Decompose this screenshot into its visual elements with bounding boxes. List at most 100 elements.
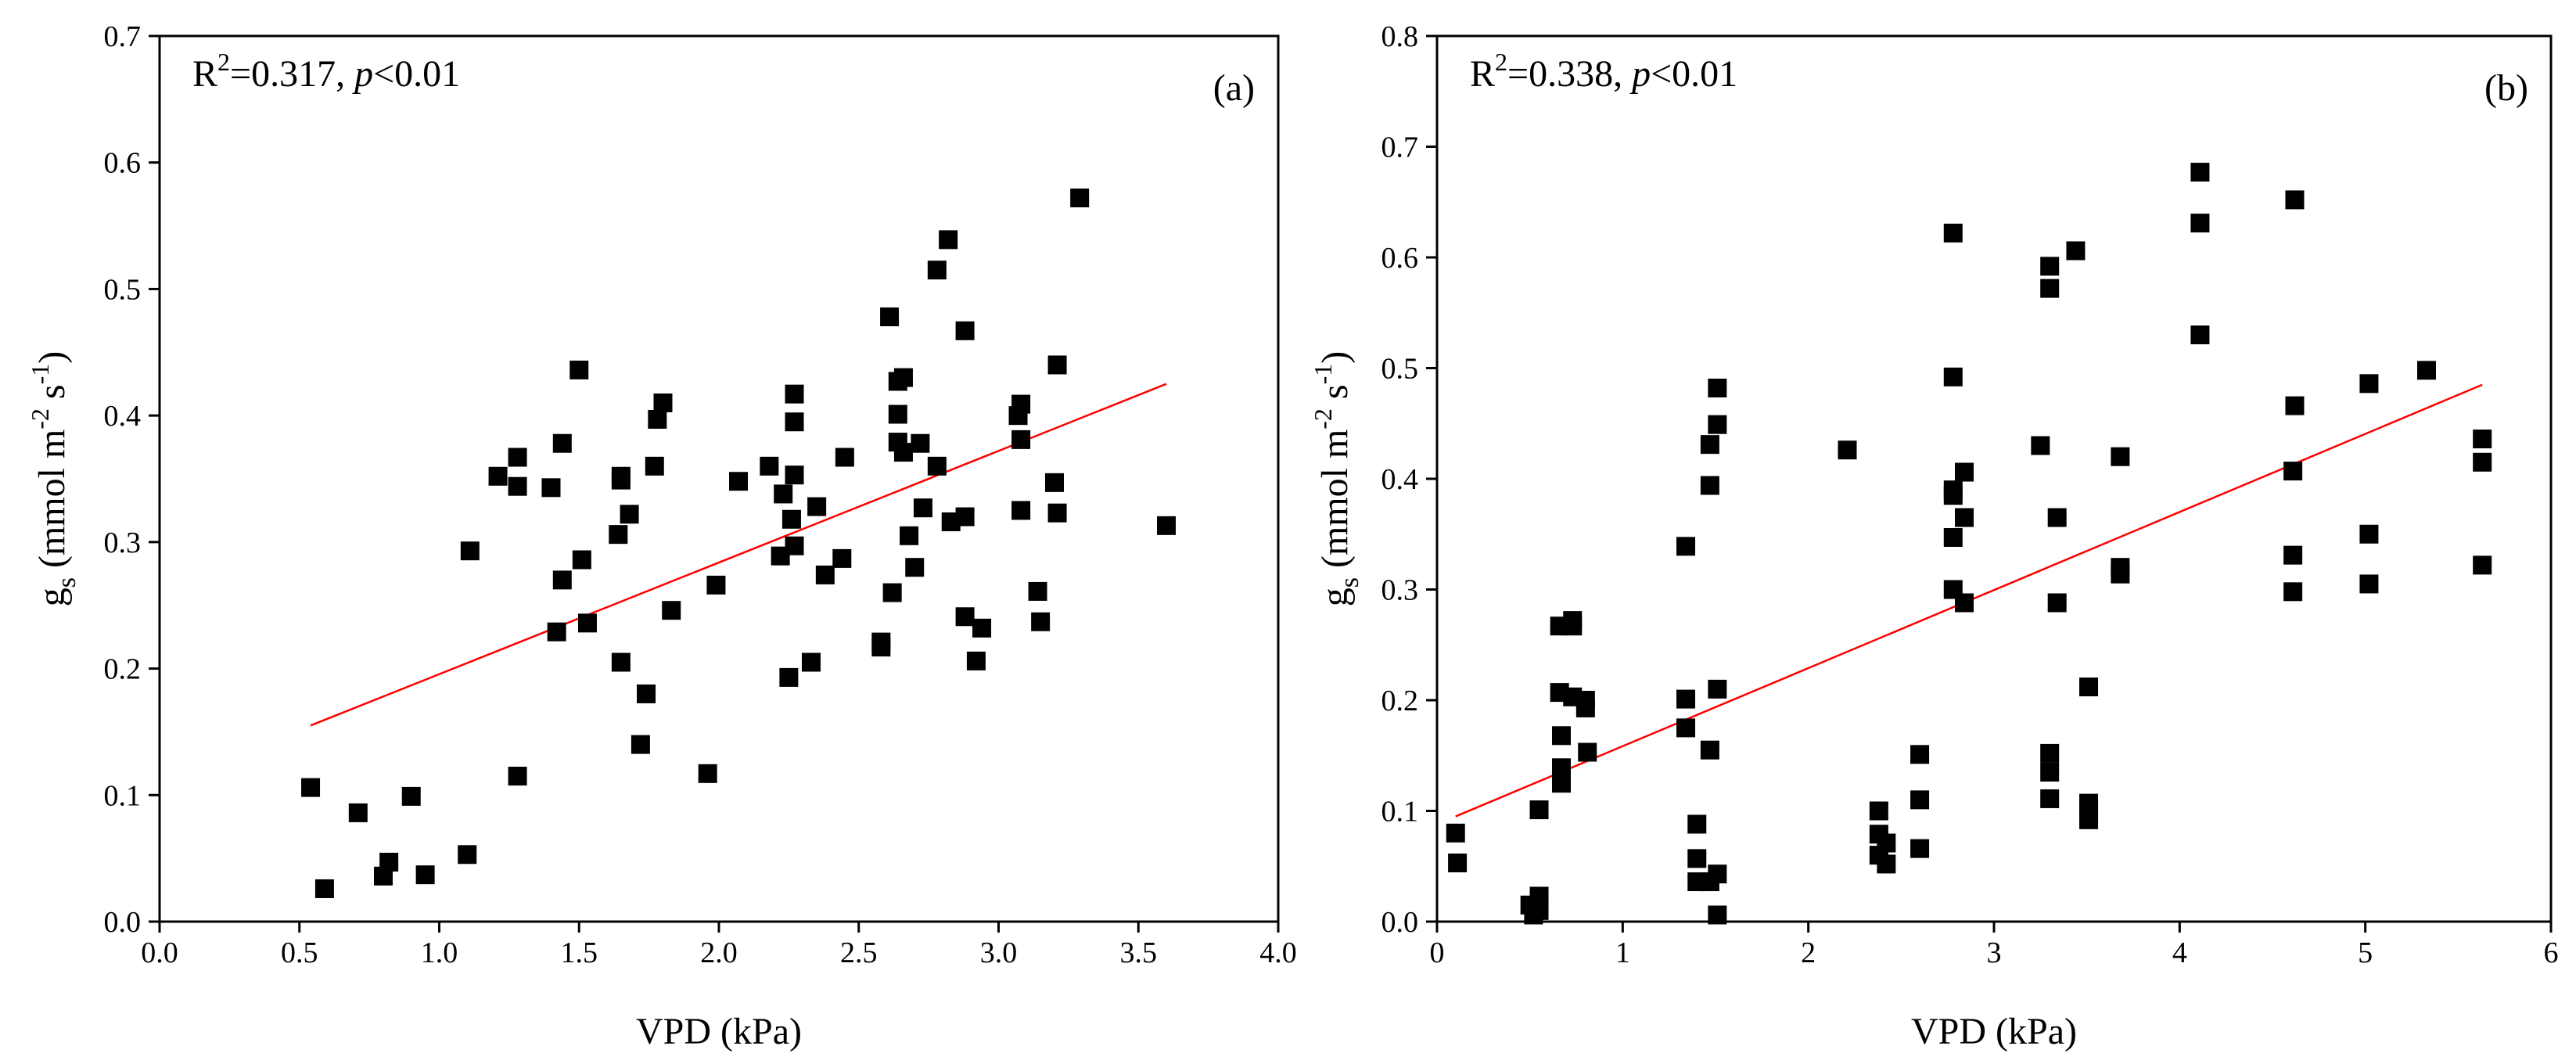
data-point-a bbox=[939, 230, 958, 250]
data-point-a bbox=[552, 570, 572, 590]
data-point-b bbox=[2040, 743, 2060, 763]
x-tick-label-a: 3.0 bbox=[980, 936, 1018, 969]
x-tick-label-b: 4 bbox=[2172, 936, 2187, 969]
x-tick-label-a: 1.0 bbox=[421, 936, 458, 969]
data-point-b bbox=[2416, 361, 2436, 380]
ticks-b: 0 1 2 3 4 5 6 0.0 0.1 0.2 0.3 0.4 0.5 0.6 0.7 0.8 bbox=[1381, 20, 2559, 969]
data-point-a bbox=[911, 433, 930, 453]
data-point-b bbox=[1910, 745, 1930, 764]
data-point-b bbox=[1687, 814, 1707, 834]
y-tick-label-a: 0.0 bbox=[104, 906, 142, 939]
r2-superscript: 2 bbox=[1495, 48, 1507, 76]
data-point-b bbox=[1910, 790, 1930, 810]
data-point-a bbox=[1011, 394, 1031, 414]
data-point-b bbox=[1708, 415, 1727, 434]
data-point-a bbox=[1070, 188, 1090, 207]
data-point-b bbox=[2473, 555, 2492, 575]
data-point-a bbox=[541, 478, 561, 498]
data-point-b bbox=[1446, 823, 1465, 843]
panel-b: 0 1 2 3 4 5 6 0.0 0.1 0.2 0.3 0.4 0.5 0.6 0.7 0.8 R2=0.… bbox=[1309, 20, 2559, 1052]
data-point-b bbox=[2040, 279, 2060, 298]
data-point-b bbox=[2359, 524, 2379, 544]
data-point-a bbox=[905, 558, 925, 577]
plot-frame-b bbox=[1435, 34, 2553, 923]
data-point-b bbox=[2047, 593, 2067, 613]
data-point-a bbox=[785, 536, 804, 555]
x-tick-label-b: 1 bbox=[1615, 936, 1630, 969]
data-point-a bbox=[900, 526, 919, 545]
y-axis-title-a: gs (mmol m-2 s-1) bbox=[26, 351, 81, 607]
data-point-a bbox=[698, 764, 717, 783]
data-point-a bbox=[774, 484, 793, 504]
panel-label-b: (b) bbox=[2484, 67, 2528, 109]
y-tick-label-a: 0.1 bbox=[104, 779, 142, 812]
y-tick-label-b: 0.6 bbox=[1381, 242, 1419, 275]
data-point-a bbox=[927, 456, 947, 476]
data-point-b bbox=[1700, 435, 1719, 455]
data-point-a bbox=[569, 360, 589, 379]
x-axis-title-a: VPD (kPa) bbox=[636, 1011, 802, 1052]
data-point-b bbox=[1700, 476, 1719, 495]
data-point-a bbox=[648, 409, 667, 429]
data-point-b bbox=[1529, 900, 1549, 920]
data-point-b bbox=[2040, 257, 2060, 276]
data-point-b bbox=[1448, 854, 1468, 873]
y-axis-title-b: gs (mmol m-2 s-1) bbox=[1309, 351, 1364, 607]
x-tick-label-b: 0 bbox=[1430, 936, 1445, 969]
data-point-a bbox=[314, 879, 334, 898]
stat-annotation-b: R2=0.338, p<0.01 bbox=[1470, 48, 1737, 95]
data-point-a bbox=[577, 613, 597, 633]
data-point-a bbox=[815, 565, 835, 584]
y-tick-label-b: 0.8 bbox=[1381, 20, 1419, 53]
data-point-b bbox=[1910, 839, 1930, 858]
data-point-a bbox=[706, 575, 726, 595]
x-tick-label-b: 6 bbox=[2544, 936, 2559, 969]
data-point-b bbox=[1575, 698, 1595, 717]
data-point-b bbox=[1943, 527, 1963, 547]
plot-frame-a bbox=[158, 34, 1280, 923]
data-point-b bbox=[1877, 854, 1896, 874]
data-point-b bbox=[1943, 486, 1963, 505]
data-point-b bbox=[1955, 508, 1974, 527]
data-point-a bbox=[913, 498, 932, 518]
data-point-a bbox=[547, 622, 566, 642]
data-point-a bbox=[893, 443, 913, 462]
data-point-a bbox=[631, 735, 650, 754]
data-point-a bbox=[1047, 503, 1067, 523]
data-point-b bbox=[1877, 833, 1896, 853]
data-point-a bbox=[620, 505, 639, 524]
y-tick-label-b: 0.2 bbox=[1381, 685, 1419, 717]
x-tick-label-a: 0.0 bbox=[141, 936, 178, 969]
data-point-a bbox=[1011, 501, 1031, 520]
data-point-b bbox=[2079, 810, 2099, 829]
x-tick-label-b: 5 bbox=[2358, 936, 2373, 969]
data-point-b bbox=[1708, 864, 1727, 884]
data-point-b bbox=[2190, 325, 2210, 345]
data-point-a bbox=[415, 865, 435, 885]
panel-label-a: (a) bbox=[1213, 67, 1255, 109]
data-point-b bbox=[1708, 378, 1727, 397]
data-point-a bbox=[1011, 430, 1031, 449]
data-point-b bbox=[2190, 163, 2210, 182]
data-point-b bbox=[1943, 223, 1963, 243]
data-point-b bbox=[2359, 574, 2379, 594]
data-point-a bbox=[785, 384, 804, 404]
stat-annotation-a: R2=0.317, p<0.01 bbox=[192, 48, 460, 95]
data-point-a bbox=[348, 803, 368, 822]
y-tick-label-b: 0.1 bbox=[1381, 796, 1419, 829]
data-point-a bbox=[880, 307, 900, 327]
data-point-a bbox=[779, 667, 799, 687]
y-tick-label-a: 0.4 bbox=[104, 400, 142, 433]
data-point-a bbox=[458, 845, 477, 864]
data-point-a bbox=[729, 472, 749, 491]
y-tick-label-a: 0.5 bbox=[104, 273, 142, 306]
data-point-a bbox=[955, 507, 975, 527]
data-point-a bbox=[966, 651, 986, 670]
data-point-a bbox=[955, 321, 975, 340]
data-point-a bbox=[508, 448, 527, 467]
data-point-b bbox=[1529, 800, 1549, 820]
data-point-b bbox=[2079, 678, 2099, 697]
points-a bbox=[301, 188, 1176, 898]
data-point-a bbox=[781, 509, 801, 529]
data-point-a bbox=[379, 852, 399, 872]
